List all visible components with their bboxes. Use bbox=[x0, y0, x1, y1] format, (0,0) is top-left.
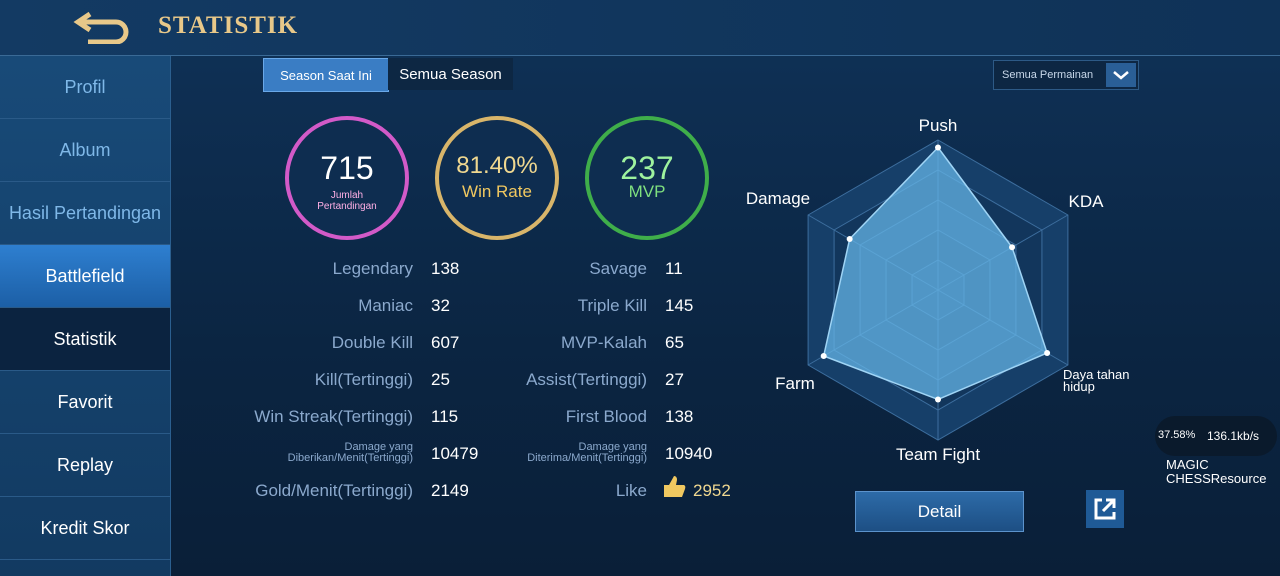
stat-value: 10479 bbox=[431, 444, 479, 463]
stat-label: MVP-Kalah bbox=[561, 333, 647, 352]
stat-label: Savage bbox=[589, 259, 647, 278]
radar-point bbox=[846, 236, 853, 242]
summary-label: Jumlah Pertandingan bbox=[317, 190, 377, 212]
sidebar-item[interactable]: Hasil Pertandingan bbox=[0, 182, 170, 245]
sidebar-item[interactable]: Kredit Skor bbox=[0, 497, 170, 560]
stat-value: 32 bbox=[431, 296, 450, 315]
stat-value: 11 bbox=[665, 259, 683, 278]
stat-label: First Blood bbox=[565, 407, 647, 426]
share-button[interactable] bbox=[1086, 490, 1124, 528]
sidebar-item[interactable]: Favorit bbox=[0, 371, 170, 434]
stat-label: Damage yang Diberikan/Menit(Tertinggi) bbox=[287, 441, 413, 464]
radar-label: Daya tahan hidup bbox=[1063, 367, 1130, 394]
summary-ring bbox=[585, 116, 709, 240]
summary-value: 81.40% bbox=[456, 152, 538, 179]
sidebar-item[interactable]: Replay bbox=[0, 434, 170, 497]
stat-label: Triple Kill bbox=[577, 296, 647, 315]
radar-point bbox=[1044, 350, 1051, 356]
stat-label: Like bbox=[615, 481, 647, 500]
radar-point bbox=[935, 396, 941, 403]
detail-button[interactable]: Detail bbox=[855, 491, 1024, 532]
stat-value: 65 bbox=[665, 333, 684, 352]
stat-value: 607 bbox=[431, 333, 460, 352]
dropdown-arrow bbox=[1106, 63, 1136, 87]
radar-point bbox=[1009, 244, 1016, 251]
stat-value: 10940 bbox=[665, 444, 713, 463]
stat-value: 27 bbox=[665, 370, 684, 389]
stat-label: Damage yang Diterima/Menit(Tertinggi) bbox=[527, 441, 647, 464]
stat-value: 2149 bbox=[431, 481, 469, 500]
stat-value: 2952 bbox=[693, 481, 731, 500]
title: STATISTIK bbox=[158, 12, 299, 39]
like-icon bbox=[664, 476, 686, 497]
radar-label: KDA bbox=[1068, 192, 1104, 211]
tab[interactable]: Season Saat Ini bbox=[263, 58, 389, 92]
stat-value: 145 bbox=[665, 296, 694, 315]
summary-value: 715 bbox=[320, 150, 374, 186]
stat-value: 138 bbox=[665, 407, 694, 426]
radar-point bbox=[820, 353, 827, 359]
top-bar: STATISTIK bbox=[0, 0, 1280, 56]
filter-label: Semua Permainan bbox=[1002, 69, 1094, 81]
overlay-label: MAGIC CHESSResource bbox=[1166, 457, 1267, 486]
sidebar-item[interactable]: Profil bbox=[0, 56, 170, 119]
radar-label: Farm bbox=[775, 374, 815, 393]
sidebar-item[interactable]: Statistik bbox=[0, 308, 170, 371]
overlay-widget: 37.58% 136.1kb/s bbox=[1155, 416, 1277, 456]
sidebar: Profil Album Hasil Pertandingan Battlefield… bbox=[0, 56, 171, 576]
sidebar-item[interactable]: Battlefield bbox=[0, 245, 170, 308]
summary-ring bbox=[285, 116, 409, 240]
stat-label: Double Kill bbox=[331, 333, 413, 352]
radar-point bbox=[935, 144, 941, 151]
tab[interactable]: Semua Season bbox=[388, 58, 513, 90]
filter-dropdown[interactable]: Semua Permainan bbox=[993, 60, 1139, 90]
summary-ring bbox=[435, 116, 559, 240]
speed: 136.1kb/s bbox=[1207, 429, 1260, 443]
stat-label: Maniac bbox=[358, 296, 413, 315]
back-button[interactable] bbox=[72, 8, 134, 44]
progress: 37.58% bbox=[1158, 429, 1196, 441]
stat-label: Kill(Tertinggi) bbox=[314, 370, 413, 389]
stat-label: Gold/Menit(Tertinggi) bbox=[255, 481, 413, 500]
radar-label: Damage bbox=[745, 189, 811, 208]
radar-label: Push bbox=[918, 116, 958, 135]
sidebar-item[interactable]: Album bbox=[0, 119, 170, 182]
stat-label: Legendary bbox=[332, 259, 413, 278]
stat-value: 138 bbox=[431, 259, 460, 278]
summary-label: MVP bbox=[628, 182, 666, 201]
summary-label: Win Rate bbox=[462, 182, 532, 201]
stat-value: 115 bbox=[431, 407, 459, 426]
stat-label: Assist(Tertinggi) bbox=[526, 370, 647, 389]
radar-label: Team Fight bbox=[895, 445, 981, 464]
stat-value: 25 bbox=[431, 370, 450, 389]
stat-label: Win Streak(Tertinggi) bbox=[254, 407, 413, 426]
summary-value: 237 bbox=[620, 150, 674, 186]
